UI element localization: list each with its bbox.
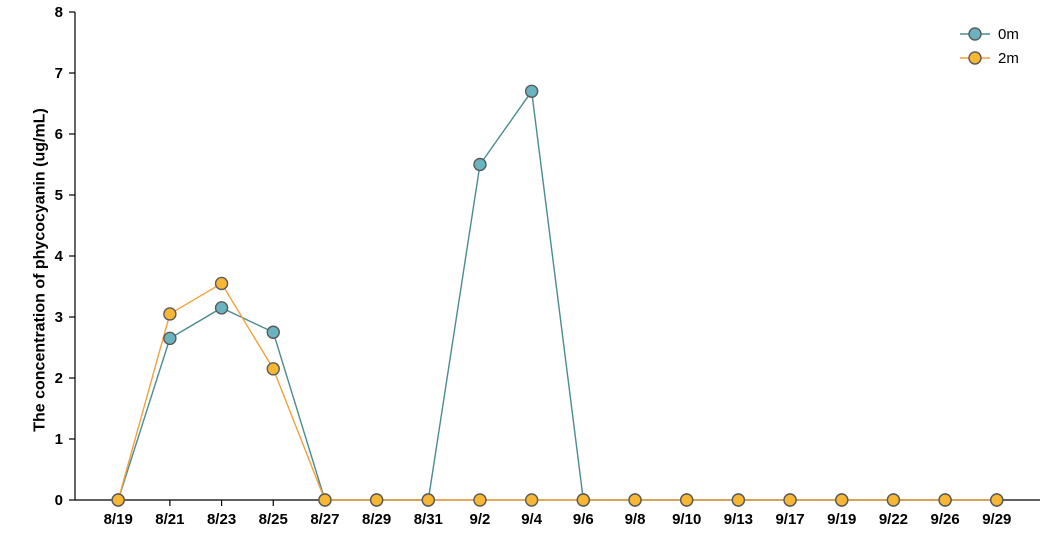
svg-text:2m: 2m (998, 50, 1019, 67)
svg-text:9/10: 9/10 (672, 511, 701, 528)
svg-text:9/29: 9/29 (982, 511, 1011, 528)
svg-text:6: 6 (55, 126, 63, 143)
svg-text:9/19: 9/19 (827, 511, 856, 528)
svg-text:3: 3 (55, 309, 63, 326)
svg-text:4: 4 (55, 248, 64, 265)
svg-text:8/25: 8/25 (259, 511, 288, 528)
svg-text:8/21: 8/21 (155, 511, 184, 528)
svg-text:9/26: 9/26 (931, 511, 960, 528)
svg-text:8/23: 8/23 (207, 511, 236, 528)
svg-text:8: 8 (55, 4, 63, 21)
svg-text:0m: 0m (998, 26, 1019, 43)
svg-text:9/8: 9/8 (625, 511, 646, 528)
svg-text:8/31: 8/31 (414, 511, 443, 528)
svg-text:9/4: 9/4 (521, 511, 543, 528)
svg-text:9/13: 9/13 (724, 511, 753, 528)
svg-text:9/22: 9/22 (879, 511, 908, 528)
y-axis-label: The concentration of phycocyanin (ug/mL) (31, 108, 49, 432)
svg-text:9/2: 9/2 (470, 511, 491, 528)
svg-text:0: 0 (55, 492, 63, 509)
svg-text:9/6: 9/6 (573, 511, 594, 528)
svg-text:7: 7 (55, 65, 63, 82)
phycocyanin-line-chart: The concentration of phycocyanin (ug/mL)… (0, 0, 1056, 539)
svg-text:5: 5 (55, 187, 63, 204)
svg-text:8/19: 8/19 (104, 511, 133, 528)
svg-text:1: 1 (55, 431, 63, 448)
svg-text:8/29: 8/29 (362, 511, 391, 528)
svg-text:2: 2 (55, 370, 63, 387)
chart-svg: 0 1 2 3 4 5 6 7 8 8/19 8/21 8/23 8/25 8/27 8/29 8/31 9/2… (0, 0, 1056, 539)
svg-text:9/17: 9/17 (775, 511, 804, 528)
svg-text:8/27: 8/27 (310, 511, 339, 528)
